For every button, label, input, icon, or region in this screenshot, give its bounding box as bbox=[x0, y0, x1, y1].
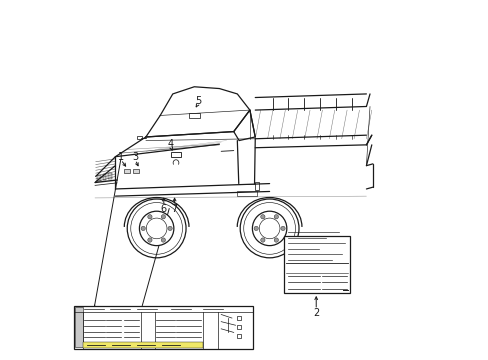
Bar bbox=[124, 169, 130, 173]
Bar bbox=[102, 174, 106, 180]
Bar bbox=[237, 316, 241, 320]
Bar bbox=[75, 307, 82, 347]
Circle shape bbox=[260, 238, 264, 242]
Text: 6: 6 bbox=[161, 204, 166, 214]
Bar bbox=[83, 342, 203, 348]
Circle shape bbox=[161, 238, 165, 242]
Bar bbox=[188, 113, 199, 118]
Circle shape bbox=[274, 215, 278, 219]
Circle shape bbox=[280, 226, 285, 230]
Circle shape bbox=[167, 226, 172, 230]
Bar bbox=[237, 325, 241, 329]
Text: 5: 5 bbox=[194, 96, 201, 106]
Bar bbox=[108, 173, 112, 179]
Text: 2: 2 bbox=[312, 308, 319, 318]
Circle shape bbox=[260, 215, 264, 219]
Circle shape bbox=[141, 226, 145, 230]
Circle shape bbox=[240, 199, 298, 258]
Text: 3: 3 bbox=[132, 152, 138, 162]
Circle shape bbox=[274, 238, 278, 242]
Polygon shape bbox=[173, 160, 179, 164]
Bar bbox=[237, 334, 241, 338]
Bar bbox=[254, 182, 258, 190]
Circle shape bbox=[127, 199, 185, 258]
Circle shape bbox=[161, 215, 165, 219]
Text: 1: 1 bbox=[118, 152, 123, 162]
Bar bbox=[237, 191, 257, 196]
Circle shape bbox=[139, 211, 174, 246]
Circle shape bbox=[147, 238, 152, 242]
Bar bbox=[97, 175, 101, 181]
Bar bbox=[171, 152, 181, 157]
Circle shape bbox=[253, 226, 258, 230]
Bar bbox=[74, 306, 253, 348]
Circle shape bbox=[147, 215, 152, 219]
Bar bbox=[133, 169, 139, 173]
Circle shape bbox=[252, 211, 286, 246]
Text: 4: 4 bbox=[167, 139, 174, 149]
Bar bbox=[137, 136, 142, 139]
Bar bbox=[284, 235, 349, 293]
Text: 7: 7 bbox=[171, 204, 177, 214]
